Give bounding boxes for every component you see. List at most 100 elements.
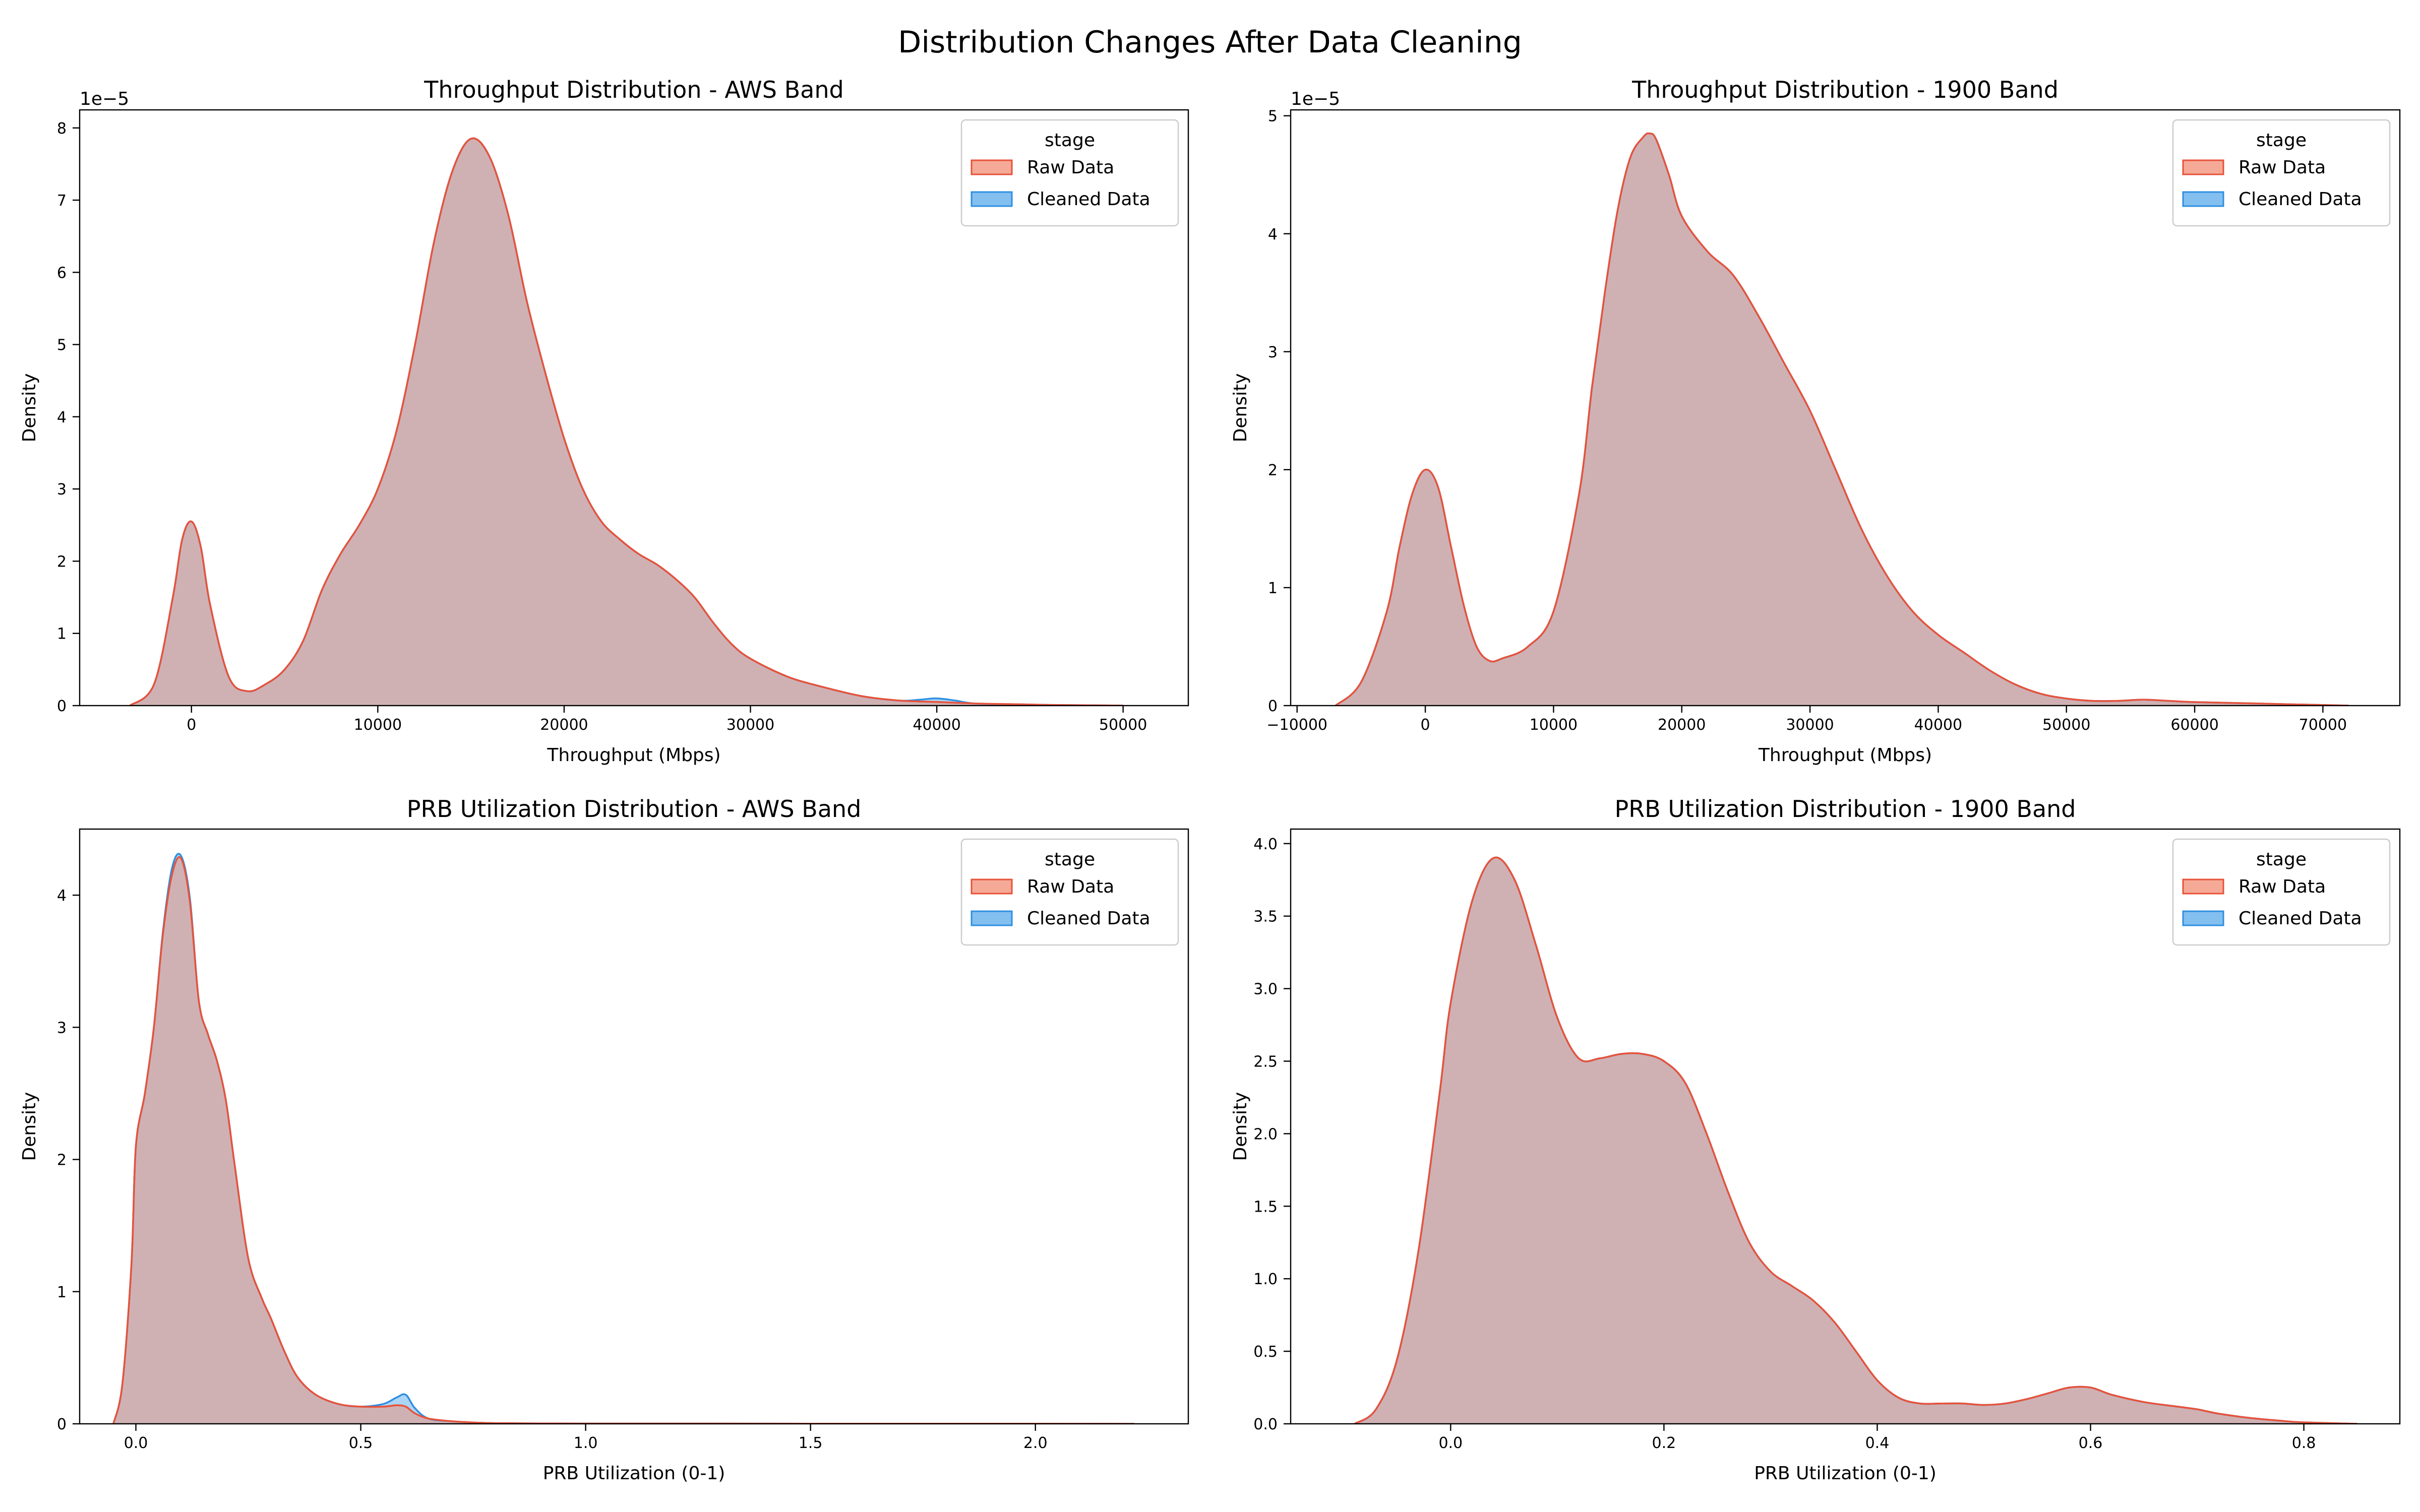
legend-swatch xyxy=(2182,159,2224,175)
y-tick-label: 2 xyxy=(1268,462,1278,479)
legend-entry-label: Cleaned Data xyxy=(2238,189,2362,210)
legend-title: stage xyxy=(1045,130,1095,151)
x-tick-label: 0.0 xyxy=(1438,1434,1463,1452)
x-tick-label: 0 xyxy=(187,716,196,734)
y-tick-label: 1.5 xyxy=(1253,1198,1278,1216)
x-tick-label: 40000 xyxy=(913,716,960,734)
y-axis-label: Density xyxy=(19,373,40,443)
kde-line-raw-data xyxy=(1354,856,2357,1424)
legend-swatch xyxy=(2182,910,2224,926)
y-tick-label: 5 xyxy=(57,337,67,354)
y-tick-label: 5 xyxy=(1268,108,1278,125)
y-tick-label: 3.0 xyxy=(1253,981,1278,998)
x-tick-label: 50000 xyxy=(2042,716,2090,734)
legend-entry-label: Raw Data xyxy=(2238,876,2326,897)
legend-entry-label: Cleaned Data xyxy=(2238,908,2362,929)
plot-area xyxy=(129,137,1123,706)
y-tick-label: 7 xyxy=(57,192,67,210)
axes-frame xyxy=(1290,109,2401,707)
x-tick-label: 40000 xyxy=(1914,716,1962,734)
y-offset-label: 1e−5 xyxy=(1291,89,1340,109)
x-tick-label: 10000 xyxy=(1530,716,1578,734)
y-tick-label: 3 xyxy=(1268,344,1278,361)
kde-line-raw-data xyxy=(129,137,1123,706)
x-tick-label: 0 xyxy=(1421,716,1430,734)
subplot-title: Throughput Distribution - 1900 Band xyxy=(1631,76,2059,103)
y-tick-label: 4 xyxy=(57,409,67,426)
y-tick-label: 1 xyxy=(1268,580,1278,597)
y-tick-label: 6 xyxy=(57,264,67,282)
y-tick-label: 0 xyxy=(57,698,67,715)
legend-entry-label: Cleaned Data xyxy=(1027,189,1151,210)
subplot-title: PRB Utilization Distribution - 1900 Band xyxy=(1615,795,2076,823)
kde-line-raw-data xyxy=(1335,132,2349,706)
y-tick-label: 0.0 xyxy=(1253,1416,1278,1433)
x-tick-label: 30000 xyxy=(727,716,774,734)
subplot-3: 0.0 0.5 1.0 1.5 2.0 0 1 2 3 4 PRB Utilization (0-1… xyxy=(19,795,1189,1484)
legend-entry-label: Raw Data xyxy=(2238,157,2326,178)
legend-entry-label: Raw Data xyxy=(1027,876,1114,897)
legend-title: stage xyxy=(1045,849,1095,870)
y-tick-label: 8 xyxy=(57,120,67,138)
x-axis-label: PRB Utilization (0-1) xyxy=(1754,1463,1937,1484)
kde-area-raw-data xyxy=(1354,857,2357,1424)
y-tick-label: 4 xyxy=(1268,226,1278,243)
legend-box xyxy=(960,838,1179,946)
x-tick-label: 20000 xyxy=(540,716,588,734)
y-tick-label: 1 xyxy=(57,625,67,643)
x-tick-label: 0.4 xyxy=(1865,1434,1890,1452)
x-tick-label: 0.8 xyxy=(2292,1434,2316,1452)
y-axis-label: Density xyxy=(1230,1092,1251,1161)
kde-area-raw-data xyxy=(130,138,1123,706)
legend-box xyxy=(960,119,1179,227)
legend-title: stage xyxy=(2256,130,2307,151)
kde-area-raw-data xyxy=(113,857,1134,1424)
x-tick-label: 1.5 xyxy=(799,1434,823,1452)
y-tick-label: 0 xyxy=(1268,698,1278,715)
y-tick-label: 0 xyxy=(57,1416,67,1433)
plot-area xyxy=(1335,132,2349,706)
legend: stage Raw Data Cleaned Data xyxy=(960,838,1179,946)
legend-swatch xyxy=(2182,191,2224,207)
figure-title: Distribution Changes After Data Cleaning xyxy=(898,25,1522,60)
legend-swatch xyxy=(971,191,1013,207)
y-tick-label: 1 xyxy=(57,1284,67,1301)
y-tick-label: 2.5 xyxy=(1253,1053,1278,1070)
axes-frame xyxy=(79,828,1189,1425)
legend-entry-label: Cleaned Data xyxy=(1027,908,1151,929)
x-tick-label: 2.0 xyxy=(1023,1434,1048,1452)
y-tick-label: 1.0 xyxy=(1253,1271,1278,1288)
y-tick-label: 3.5 xyxy=(1253,908,1278,926)
subplot-title: PRB Utilization Distribution - AWS Band xyxy=(407,795,862,823)
subplot-4: 0.0 0.2 0.4 0.6 0.8 0.0 0.5 1.0 1.5 2.0 2.5 3.0 3.5 4… xyxy=(1230,795,2401,1484)
y-tick-label: 3 xyxy=(57,481,67,498)
x-axis-label: Throughput (Mbps) xyxy=(1758,745,1932,766)
y-tick-label: 2 xyxy=(57,1152,67,1169)
legend-swatch xyxy=(971,159,1013,175)
subplot-title: Throughput Distribution - AWS Band xyxy=(424,76,843,103)
x-tick-label: 0.6 xyxy=(2079,1434,2103,1452)
axes-frame xyxy=(1290,828,2401,1425)
x-tick-label: 50000 xyxy=(1099,716,1147,734)
x-tick-label: −10000 xyxy=(1266,716,1327,734)
axes-frame xyxy=(79,109,1189,707)
y-tick-label: 2 xyxy=(57,553,67,571)
y-offset-label: 1e−5 xyxy=(80,89,129,109)
y-tick-label: 4 xyxy=(57,887,67,905)
x-axis-label: Throughput (Mbps) xyxy=(547,745,720,766)
subplot-2: −10000 0 10000 20000 30000 40000 50000 60000 700… xyxy=(1230,76,2401,766)
plot-area xyxy=(1354,856,2357,1424)
legend-swatch xyxy=(971,910,1013,926)
legend-box xyxy=(2172,838,2391,946)
kde-area-raw-data xyxy=(1336,133,2349,706)
x-tick-label: 20000 xyxy=(1658,716,1706,734)
x-tick-label: 30000 xyxy=(1786,716,1834,734)
x-tick-label: 10000 xyxy=(354,716,402,734)
legend: stage Raw Data Cleaned Data xyxy=(960,119,1179,227)
legend-box xyxy=(2172,119,2391,227)
legend-title: stage xyxy=(2256,849,2307,870)
subplots: 0 10000 20000 30000 40000 50000 0 1 2 3 4 5 6 7 8 1e−5 T… xyxy=(19,76,2401,1484)
y-axis-label: Density xyxy=(1230,373,1251,443)
